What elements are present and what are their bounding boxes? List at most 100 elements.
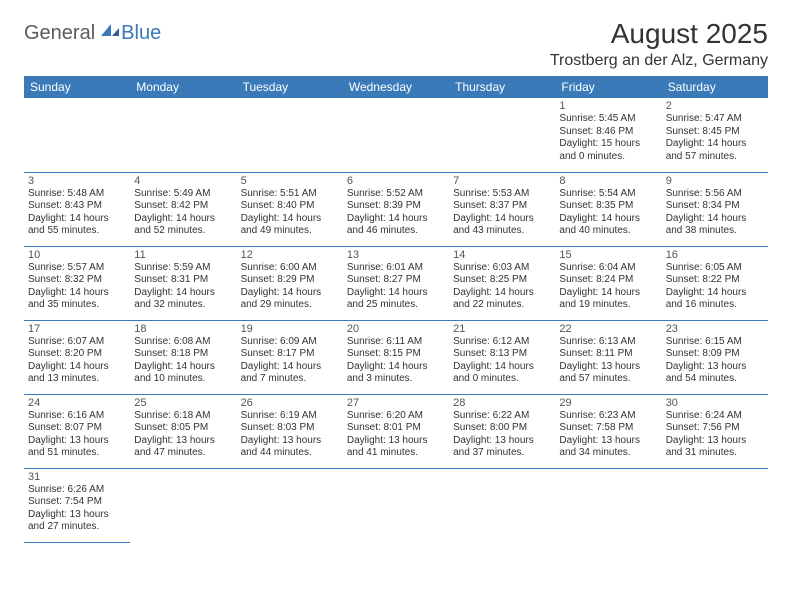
- day-info-line: Sunset: 8:45 PM: [666, 126, 764, 139]
- day-info-line: and 13 minutes.: [28, 373, 126, 386]
- day-info-line: Sunrise: 5:48 AM: [28, 188, 126, 201]
- day-info-line: Sunrise: 6:11 AM: [347, 336, 445, 349]
- day-number: 23: [666, 323, 764, 335]
- day-info-line: Daylight: 14 hours: [241, 361, 339, 374]
- day-info-line: and 57 minutes.: [666, 151, 764, 164]
- day-info-line: and 10 minutes.: [134, 373, 232, 386]
- day-number: 11: [134, 249, 232, 261]
- day-number: 22: [559, 323, 657, 335]
- calendar-day-cell: 14Sunrise: 6:03 AMSunset: 8:25 PMDayligh…: [449, 246, 555, 320]
- day-info-line: and 0 minutes.: [453, 373, 551, 386]
- calendar-empty-cell: [662, 468, 768, 542]
- day-info-line: Daylight: 14 hours: [453, 287, 551, 300]
- day-number: 19: [241, 323, 339, 335]
- day-number: 1: [559, 100, 657, 112]
- day-info-line: Sunrise: 6:08 AM: [134, 336, 232, 349]
- day-info-line: Daylight: 13 hours: [134, 435, 232, 448]
- calendar-header-row: SundayMondayTuesdayWednesdayThursdayFrid…: [24, 76, 768, 98]
- calendar-day-cell: 9Sunrise: 5:56 AMSunset: 8:34 PMDaylight…: [662, 172, 768, 246]
- day-info-line: Sunset: 8:03 PM: [241, 422, 339, 435]
- day-number: 13: [347, 249, 445, 261]
- day-info-line: and 55 minutes.: [28, 225, 126, 238]
- day-info-line: Sunrise: 5:47 AM: [666, 113, 764, 126]
- day-info-line: Sunset: 8:07 PM: [28, 422, 126, 435]
- day-number: 24: [28, 397, 126, 409]
- day-info-line: and 38 minutes.: [666, 225, 764, 238]
- day-info-line: Sunset: 8:11 PM: [559, 348, 657, 361]
- calendar-day-cell: 6Sunrise: 5:52 AMSunset: 8:39 PMDaylight…: [343, 172, 449, 246]
- day-info-line: Daylight: 13 hours: [559, 361, 657, 374]
- day-info-line: Sunrise: 6:03 AM: [453, 262, 551, 275]
- calendar-day-cell: 19Sunrise: 6:09 AMSunset: 8:17 PMDayligh…: [237, 320, 343, 394]
- day-info-line: Sunset: 8:22 PM: [666, 274, 764, 287]
- day-info-line: and 43 minutes.: [453, 225, 551, 238]
- calendar-day-cell: 5Sunrise: 5:51 AMSunset: 8:40 PMDaylight…: [237, 172, 343, 246]
- day-info-line: Daylight: 15 hours: [559, 138, 657, 151]
- calendar-empty-cell: [130, 98, 236, 172]
- day-info-line: and 25 minutes.: [347, 299, 445, 312]
- calendar-day-cell: 21Sunrise: 6:12 AMSunset: 8:13 PMDayligh…: [449, 320, 555, 394]
- day-info-line: Sunrise: 6:18 AM: [134, 410, 232, 423]
- day-info-line: Sunset: 8:40 PM: [241, 200, 339, 213]
- calendar-table: SundayMondayTuesdayWednesdayThursdayFrid…: [24, 76, 768, 543]
- day-info-line: Sunset: 7:58 PM: [559, 422, 657, 435]
- calendar-day-cell: 4Sunrise: 5:49 AMSunset: 8:42 PMDaylight…: [130, 172, 236, 246]
- day-info-line: Daylight: 13 hours: [347, 435, 445, 448]
- day-info-line: and 57 minutes.: [559, 373, 657, 386]
- calendar-week-row: 24Sunrise: 6:16 AMSunset: 8:07 PMDayligh…: [24, 394, 768, 468]
- calendar-day-cell: 30Sunrise: 6:24 AMSunset: 7:56 PMDayligh…: [662, 394, 768, 468]
- calendar-day-cell: 15Sunrise: 6:04 AMSunset: 8:24 PMDayligh…: [555, 246, 661, 320]
- calendar-day-cell: 20Sunrise: 6:11 AMSunset: 8:15 PMDayligh…: [343, 320, 449, 394]
- day-info-line: Sunrise: 6:24 AM: [666, 410, 764, 423]
- day-number: 7: [453, 175, 551, 187]
- logo-text-general: General: [24, 22, 95, 45]
- day-info-line: Sunset: 8:29 PM: [241, 274, 339, 287]
- day-number: 27: [347, 397, 445, 409]
- day-info-line: and 47 minutes.: [134, 447, 232, 460]
- day-info-line: Daylight: 13 hours: [453, 435, 551, 448]
- day-info-line: Sunset: 8:17 PM: [241, 348, 339, 361]
- day-info-line: Sunset: 8:05 PM: [134, 422, 232, 435]
- day-number: 9: [666, 175, 764, 187]
- day-number: 5: [241, 175, 339, 187]
- day-info-line: and 40 minutes.: [559, 225, 657, 238]
- day-info-line: Daylight: 14 hours: [347, 213, 445, 226]
- day-info-line: Sunrise: 6:26 AM: [28, 484, 126, 497]
- day-info-line: Sunrise: 6:00 AM: [241, 262, 339, 275]
- weekday-header: Saturday: [662, 76, 768, 98]
- calendar-day-cell: 23Sunrise: 6:15 AMSunset: 8:09 PMDayligh…: [662, 320, 768, 394]
- day-number: 8: [559, 175, 657, 187]
- day-info-line: Sunset: 8:39 PM: [347, 200, 445, 213]
- day-info-line: and 31 minutes.: [666, 447, 764, 460]
- day-info-line: Daylight: 14 hours: [453, 361, 551, 374]
- day-number: 20: [347, 323, 445, 335]
- day-info-line: Sunset: 8:43 PM: [28, 200, 126, 213]
- month-title: August 2025: [550, 18, 768, 50]
- day-info-line: Sunrise: 6:12 AM: [453, 336, 551, 349]
- calendar-day-cell: 2Sunrise: 5:47 AMSunset: 8:45 PMDaylight…: [662, 98, 768, 172]
- day-info-line: Sunrise: 5:57 AM: [28, 262, 126, 275]
- day-info-line: Sunset: 8:00 PM: [453, 422, 551, 435]
- calendar-empty-cell: [555, 468, 661, 542]
- day-info-line: and 35 minutes.: [28, 299, 126, 312]
- day-number: 6: [347, 175, 445, 187]
- day-info-line: Sunset: 8:34 PM: [666, 200, 764, 213]
- day-info-line: Daylight: 14 hours: [666, 287, 764, 300]
- day-number: 26: [241, 397, 339, 409]
- day-info-line: and 44 minutes.: [241, 447, 339, 460]
- day-info-line: Sunset: 8:24 PM: [559, 274, 657, 287]
- calendar-day-cell: 18Sunrise: 6:08 AMSunset: 8:18 PMDayligh…: [130, 320, 236, 394]
- weekday-header: Monday: [130, 76, 236, 98]
- day-info-line: Sunrise: 5:54 AM: [559, 188, 657, 201]
- calendar-day-cell: 12Sunrise: 6:00 AMSunset: 8:29 PMDayligh…: [237, 246, 343, 320]
- day-number: 30: [666, 397, 764, 409]
- day-info-line: Sunset: 8:13 PM: [453, 348, 551, 361]
- day-info-line: Sunrise: 5:51 AM: [241, 188, 339, 201]
- day-info-line: Daylight: 13 hours: [28, 509, 126, 522]
- day-info-line: Sunset: 7:56 PM: [666, 422, 764, 435]
- day-number: 3: [28, 175, 126, 187]
- day-info-line: Sunrise: 6:15 AM: [666, 336, 764, 349]
- day-info-line: and 22 minutes.: [453, 299, 551, 312]
- calendar-day-cell: 31Sunrise: 6:26 AMSunset: 7:54 PMDayligh…: [24, 468, 130, 542]
- day-info-line: and 49 minutes.: [241, 225, 339, 238]
